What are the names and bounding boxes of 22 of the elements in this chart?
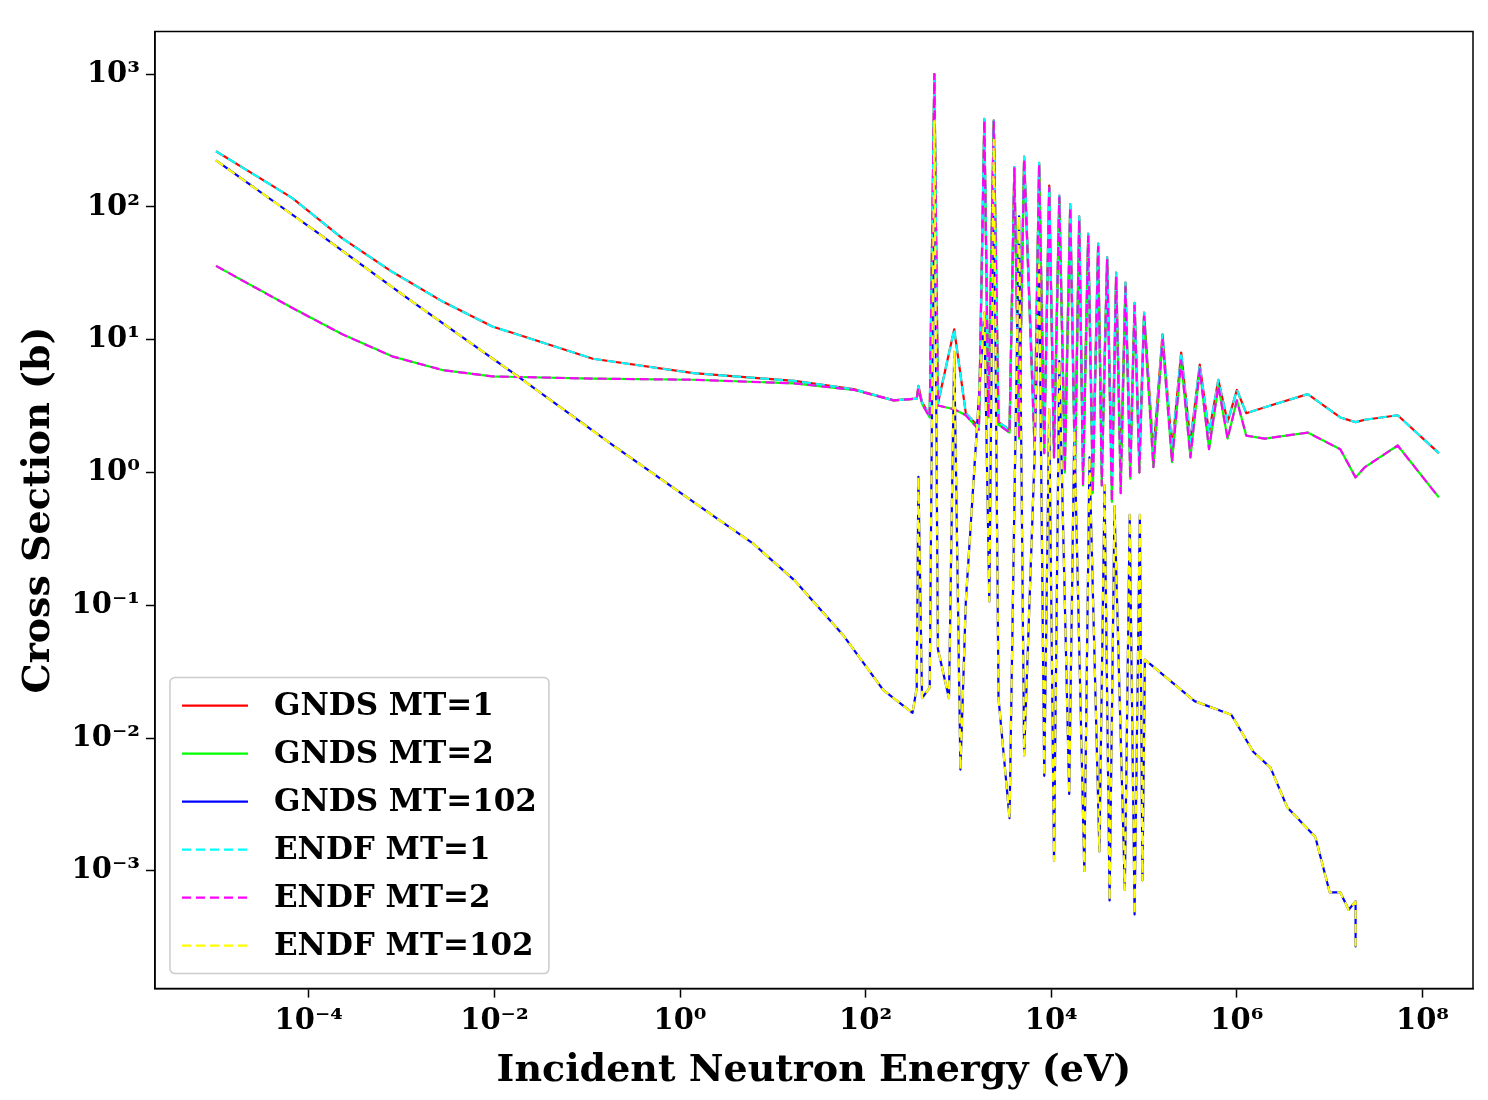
y-tick-label: 10⁰ xyxy=(86,453,140,488)
y-tick-label: 10² xyxy=(86,187,140,222)
legend-label: ENDF MT=1 xyxy=(273,829,491,866)
y-tick-label: 10³ xyxy=(86,54,140,89)
legend-label: ENDF MT=2 xyxy=(273,877,491,914)
y-axis-title: Cross Section (b) xyxy=(12,326,58,694)
x-tick-label: 10⁻² xyxy=(460,1001,529,1036)
y-tick-label: 10⁻³ xyxy=(71,851,140,886)
x-tick-label: 10⁰ xyxy=(653,1001,707,1036)
y-tick-label: 10⁻¹ xyxy=(71,585,140,620)
x-tick-label: 10² xyxy=(839,1001,893,1036)
y-tick-label: 10⁻² xyxy=(71,718,140,753)
legend-label: GNDS MT=1 xyxy=(273,685,494,722)
x-tick-label: 10⁸ xyxy=(1395,1001,1450,1036)
x-tick-label: 10⁻⁴ xyxy=(274,1001,343,1036)
x-tick-label: 10⁶ xyxy=(1210,1001,1264,1036)
y-tick-label: 10¹ xyxy=(86,320,140,355)
legend-label: GNDS MT=102 xyxy=(273,781,537,818)
legend-label: GNDS MT=2 xyxy=(273,733,494,770)
x-tick-label: 10⁴ xyxy=(1024,1001,1078,1036)
legend-label: ENDF MT=102 xyxy=(273,925,534,962)
x-axis-title: Incident Neutron Energy (eV) xyxy=(496,1045,1132,1091)
